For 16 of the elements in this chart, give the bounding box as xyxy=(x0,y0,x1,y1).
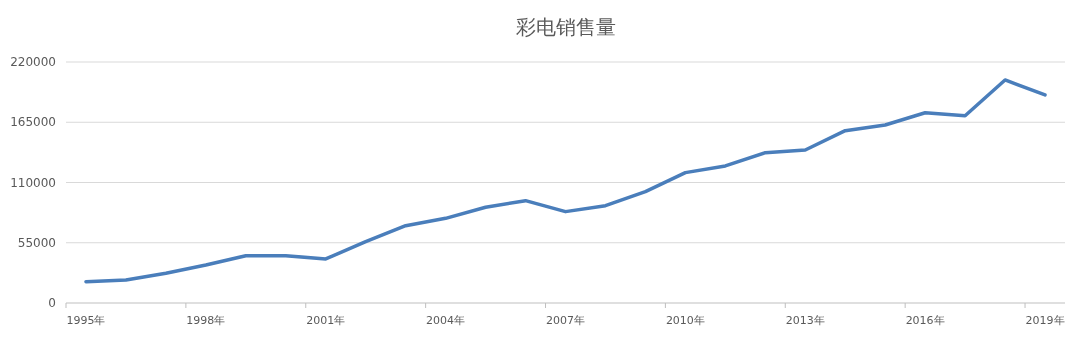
x-tick-label: 2016年 xyxy=(905,314,945,327)
x-tick-label: 1995年 xyxy=(66,314,106,327)
x-tick-label: 1998年 xyxy=(186,314,226,327)
x-tick-label: 2010年 xyxy=(665,314,705,327)
y-tick-label: 0 xyxy=(48,296,56,310)
y-tick-label: 165000 xyxy=(10,115,56,130)
line-series xyxy=(84,78,1047,284)
x-tick-label: 2013年 xyxy=(785,314,825,327)
y-tick-label: 110000 xyxy=(10,175,56,190)
chart-title: 彩电销售量 xyxy=(515,15,616,39)
x-tick-label: 2019年 xyxy=(1025,314,1065,327)
x-tick-label: 2007年 xyxy=(546,314,585,327)
y-tick-label: 55000 xyxy=(17,235,56,250)
x-tick-label: 2004年 xyxy=(426,314,466,327)
x-tick-label: 2001年 xyxy=(306,314,346,327)
y-tick-label: 220000 xyxy=(10,55,56,69)
